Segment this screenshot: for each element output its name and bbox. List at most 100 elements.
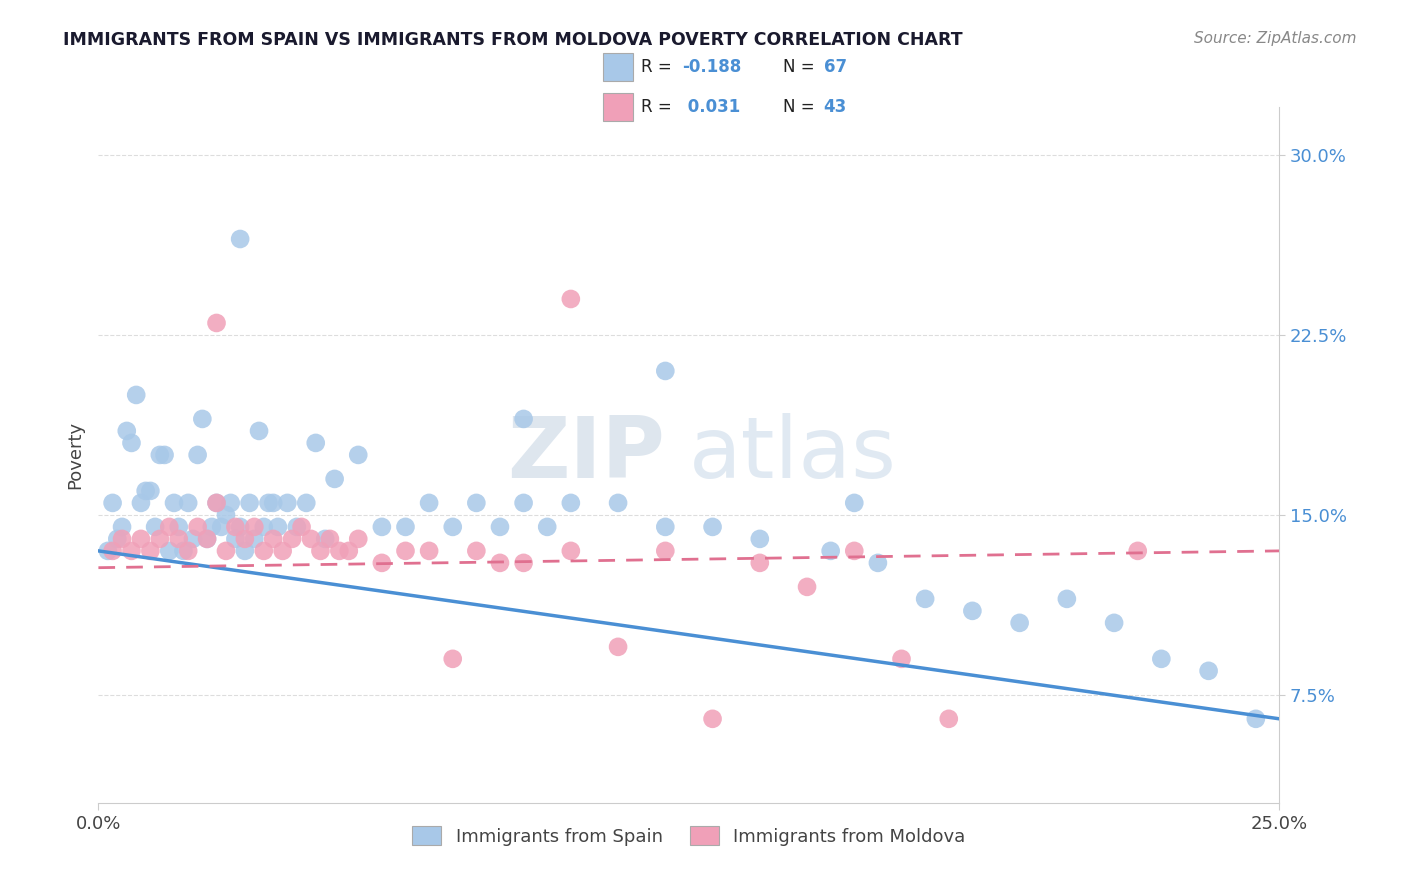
Point bbox=[167, 532, 190, 546]
Point bbox=[1126, 544, 1149, 558]
Point bbox=[181, 532, 204, 546]
Text: R =: R = bbox=[641, 98, 678, 116]
Point bbox=[149, 448, 172, 462]
Point bbox=[267, 520, 290, 534]
Point bbox=[224, 532, 246, 546]
Text: 0.031: 0.031 bbox=[682, 98, 740, 116]
Point bbox=[394, 520, 416, 534]
Point bbox=[281, 532, 304, 546]
Point bbox=[465, 544, 488, 558]
Point bbox=[748, 556, 770, 570]
Point bbox=[319, 532, 342, 546]
Text: 43: 43 bbox=[824, 98, 846, 116]
Point bbox=[149, 532, 172, 546]
Point bbox=[229, 232, 252, 246]
Point bbox=[121, 436, 143, 450]
Point bbox=[243, 520, 266, 534]
Point bbox=[101, 544, 124, 558]
Point bbox=[205, 496, 228, 510]
Point bbox=[560, 544, 582, 558]
Point bbox=[796, 580, 818, 594]
Point bbox=[1244, 712, 1267, 726]
Point bbox=[129, 496, 152, 510]
FancyBboxPatch shape bbox=[603, 94, 633, 120]
Point bbox=[111, 532, 134, 546]
Point bbox=[489, 556, 512, 570]
Point bbox=[489, 520, 512, 534]
Point bbox=[347, 532, 370, 546]
Point bbox=[441, 652, 464, 666]
Point bbox=[253, 544, 276, 558]
Point bbox=[607, 640, 630, 654]
Point bbox=[209, 520, 232, 534]
Point bbox=[305, 436, 328, 450]
Point bbox=[139, 544, 162, 558]
Text: 67: 67 bbox=[824, 58, 846, 76]
Point bbox=[890, 652, 912, 666]
Point bbox=[157, 544, 180, 558]
Point bbox=[172, 544, 194, 558]
Point bbox=[371, 520, 394, 534]
Point bbox=[702, 520, 724, 534]
Point bbox=[394, 544, 416, 558]
Point bbox=[512, 556, 534, 570]
Text: ZIP: ZIP bbox=[508, 413, 665, 497]
Point bbox=[536, 520, 558, 534]
Point bbox=[290, 520, 312, 534]
Point bbox=[309, 544, 332, 558]
Legend: Immigrants from Spain, Immigrants from Moldova: Immigrants from Spain, Immigrants from M… bbox=[405, 819, 973, 853]
Point bbox=[938, 712, 960, 726]
Text: Source: ZipAtlas.com: Source: ZipAtlas.com bbox=[1194, 31, 1357, 46]
Text: IMMIGRANTS FROM SPAIN VS IMMIGRANTS FROM MOLDOVA POVERTY CORRELATION CHART: IMMIGRANTS FROM SPAIN VS IMMIGRANTS FROM… bbox=[63, 31, 963, 49]
Point bbox=[262, 496, 284, 510]
Point bbox=[962, 604, 984, 618]
Point bbox=[371, 556, 394, 570]
Point bbox=[139, 483, 162, 498]
Point bbox=[328, 544, 350, 558]
Point bbox=[247, 424, 270, 438]
Point bbox=[1198, 664, 1220, 678]
Point bbox=[253, 520, 276, 534]
Point bbox=[143, 520, 166, 534]
Point bbox=[1150, 652, 1173, 666]
Point bbox=[167, 520, 190, 534]
Point bbox=[748, 532, 770, 546]
Point bbox=[914, 591, 936, 606]
Point bbox=[654, 544, 676, 558]
Point bbox=[1008, 615, 1031, 630]
Point bbox=[299, 532, 322, 546]
Point bbox=[215, 508, 238, 522]
Point bbox=[101, 496, 124, 510]
Point bbox=[512, 412, 534, 426]
Point bbox=[97, 544, 120, 558]
Point bbox=[243, 532, 266, 546]
Y-axis label: Poverty: Poverty bbox=[66, 421, 84, 489]
Point bbox=[418, 496, 440, 510]
Point bbox=[257, 496, 280, 510]
Point bbox=[314, 532, 336, 546]
Point bbox=[262, 532, 284, 546]
Point bbox=[219, 496, 242, 510]
Point bbox=[224, 520, 246, 534]
Point bbox=[441, 520, 464, 534]
Point bbox=[115, 424, 138, 438]
Point bbox=[347, 448, 370, 462]
Point bbox=[187, 448, 209, 462]
Point bbox=[205, 316, 228, 330]
Point bbox=[135, 483, 157, 498]
Point bbox=[607, 496, 630, 510]
Point bbox=[201, 520, 224, 534]
Point bbox=[153, 448, 176, 462]
Text: N =: N = bbox=[783, 58, 820, 76]
Point bbox=[820, 544, 842, 558]
Text: -0.188: -0.188 bbox=[682, 58, 741, 76]
Point bbox=[465, 496, 488, 510]
Point bbox=[560, 496, 582, 510]
Point bbox=[187, 520, 209, 534]
Point bbox=[233, 532, 256, 546]
Point bbox=[844, 496, 866, 510]
Point bbox=[418, 544, 440, 558]
FancyBboxPatch shape bbox=[603, 54, 633, 80]
Point bbox=[177, 544, 200, 558]
Point bbox=[654, 364, 676, 378]
